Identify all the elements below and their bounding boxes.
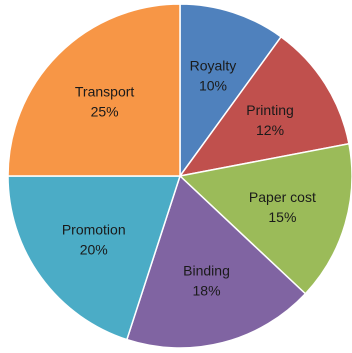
slice-value-paper-cost: 15% — [268, 209, 296, 225]
slice-value-transport: 25% — [91, 104, 119, 120]
slice-label-transport: Transport — [75, 84, 135, 100]
slice-label-binding: Binding — [183, 262, 230, 278]
slice-value-royalty: 10% — [199, 78, 227, 94]
slice-label-paper-cost: Paper cost — [249, 189, 316, 205]
labels-layer: Royalty 10% Printing 12% Paper cost 15% Bindin… — [62, 58, 316, 299]
pie-slice-promotion — [7, 175, 182, 341]
pie-slice-royalty — [179, 3, 283, 179]
pie-slice-transport — [7, 3, 181, 177]
slice-label-promotion: Promotion — [62, 222, 126, 238]
slice-value-promotion: 20% — [80, 242, 108, 258]
slice-label-royalty: Royalty — [190, 58, 237, 74]
slice-value-binding: 18% — [193, 282, 221, 298]
slice-label-printing: Printing — [246, 102, 293, 118]
pie-slice-paper-cost — [178, 142, 352, 295]
pie-slice-printing — [178, 35, 350, 178]
slice-value-printing: 12% — [256, 122, 284, 138]
slices-layer — [7, 3, 352, 349]
pie-slice-binding — [125, 174, 307, 349]
